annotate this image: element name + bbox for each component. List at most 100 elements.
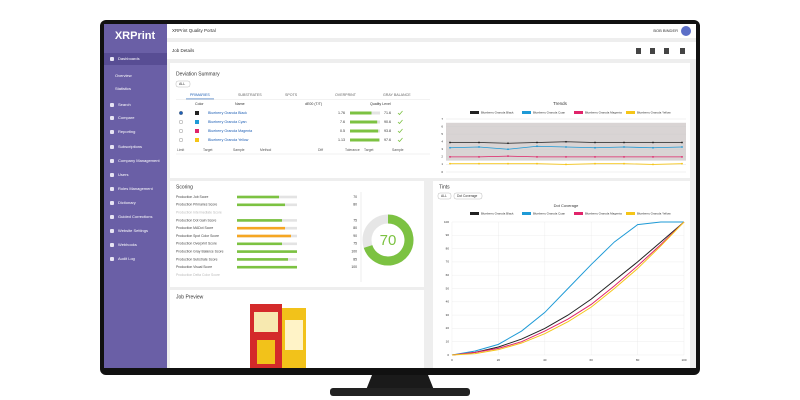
nav-item[interactable]: Statistics xyxy=(115,86,131,91)
radio[interactable] xyxy=(178,137,183,142)
nav-icon xyxy=(110,116,114,120)
color-swatch xyxy=(195,129,199,133)
nav-icon xyxy=(110,257,114,261)
filter-label: Dot Coverage xyxy=(457,194,478,198)
detail-header: Diff xyxy=(318,148,323,152)
top-bar xyxy=(104,24,696,38)
trend-point xyxy=(681,162,683,165)
score-label: Production Delta Color Score xyxy=(176,273,220,277)
card-title: Deviation Summary xyxy=(176,71,220,77)
y-tick-label: 20 xyxy=(446,326,450,330)
nav-item[interactable]: Audit Log xyxy=(118,256,135,261)
score-value: 70 xyxy=(353,195,357,199)
tab[interactable]: OVERPRINT xyxy=(335,93,357,97)
nav-item[interactable]: Roles Management xyxy=(118,186,154,191)
toolbar-icon[interactable] xyxy=(664,48,669,54)
detail-header: Limit xyxy=(177,148,184,152)
trend-point xyxy=(681,146,683,148)
radio[interactable] xyxy=(178,128,183,133)
legend-label: Blueberry Granola Cyan xyxy=(533,211,566,215)
score-bar xyxy=(237,242,282,246)
trend-point xyxy=(449,141,451,144)
score-bar xyxy=(237,219,282,222)
tint-curve xyxy=(451,221,685,356)
nav-item[interactable]: Compare xyxy=(118,115,135,120)
user-avatar[interactable] xyxy=(681,26,691,36)
toolbar xyxy=(167,42,696,59)
tint-curve xyxy=(451,221,685,356)
quality-bar xyxy=(350,120,378,124)
y-tick-label: 0 xyxy=(441,170,443,174)
trend-point xyxy=(652,141,654,144)
x-tick-label: 20 xyxy=(497,358,501,362)
toolbar-icon[interactable] xyxy=(636,48,641,54)
score-label: Production Visual Score xyxy=(176,265,212,269)
score-bar xyxy=(237,250,297,253)
delta-e: 1.13 xyxy=(338,138,345,142)
legend-label: Blueberry Granola Cyan xyxy=(533,110,566,114)
nav-icon xyxy=(110,229,114,233)
tint-curve xyxy=(451,221,685,356)
score-bar xyxy=(237,226,285,230)
y-tick-label: 0 xyxy=(447,353,449,357)
trend-point xyxy=(478,146,480,148)
delta-e: 7.6 xyxy=(340,120,345,124)
detail-header: Target xyxy=(203,148,212,152)
filter-chip[interactable] xyxy=(453,192,483,200)
legend-swatch xyxy=(522,111,531,114)
color-swatch xyxy=(195,111,199,115)
nav-icon xyxy=(110,173,114,177)
nav-item[interactable]: Search xyxy=(118,102,131,107)
nav-item[interactable]: Guided Corrections xyxy=(118,214,152,219)
filter-chip[interactable] xyxy=(175,80,191,88)
nav-item[interactable]: Reporting xyxy=(118,129,135,134)
radio[interactable] xyxy=(178,119,183,124)
nav-item[interactable]: Dashboards xyxy=(118,56,140,61)
tab[interactable]: SPOTS xyxy=(285,93,298,97)
nav-item[interactable]: Overview xyxy=(115,73,132,78)
tab[interactable]: GRAY BALANCE xyxy=(383,93,411,97)
y-tick-label: 80 xyxy=(446,246,450,250)
filter-chip[interactable] xyxy=(437,192,452,200)
logo: XRPrint xyxy=(115,30,156,42)
check-icon xyxy=(397,137,403,143)
x-tick-label: 40 xyxy=(543,358,547,362)
nav-item[interactable]: Users xyxy=(118,172,128,177)
tab[interactable]: PRIMARIES xyxy=(190,93,210,97)
box-side-label xyxy=(285,320,303,350)
nav-item[interactable]: Website Settings xyxy=(118,228,148,233)
color-swatch xyxy=(195,138,199,142)
y-tick-label: 60 xyxy=(446,273,450,277)
y-tick-label: 30 xyxy=(446,313,450,317)
trend-point xyxy=(449,146,451,149)
nav-item[interactable]: Company Management xyxy=(118,158,160,163)
nav-icon xyxy=(110,57,114,61)
radio[interactable] xyxy=(178,110,183,115)
score-label: Production Gray Balance Score xyxy=(176,249,224,253)
nav-icon xyxy=(110,103,114,107)
nav-icon xyxy=(110,201,114,205)
toolbar-icon[interactable] xyxy=(680,48,685,54)
trend-point xyxy=(536,145,538,148)
nav-item[interactable]: Subscriptions xyxy=(118,144,142,149)
trend-point xyxy=(623,146,625,148)
score-bar xyxy=(237,258,288,261)
nav-icon xyxy=(110,145,114,149)
tab[interactable]: SUBSTRATES xyxy=(238,93,262,97)
quality-value: 90.6 xyxy=(384,120,391,124)
trend-point xyxy=(565,155,567,158)
score-label: Production Overprint Score xyxy=(176,242,217,246)
nav-item[interactable]: Webhooks xyxy=(118,242,137,247)
nav-item[interactable]: Dictionary xyxy=(118,200,136,205)
score-label: Production Dot Gain Score xyxy=(176,218,216,222)
detail-header: Sample xyxy=(392,148,404,152)
nav-icon xyxy=(110,243,114,247)
tints-card xyxy=(433,181,690,368)
quality-value: 97.6 xyxy=(384,138,391,142)
toolbar-icon[interactable] xyxy=(650,48,655,54)
y-tick-label: 70 xyxy=(446,260,450,264)
nav-icon xyxy=(110,159,114,163)
score-label: Production Substrate Score xyxy=(176,257,218,261)
trend-point xyxy=(478,162,480,165)
